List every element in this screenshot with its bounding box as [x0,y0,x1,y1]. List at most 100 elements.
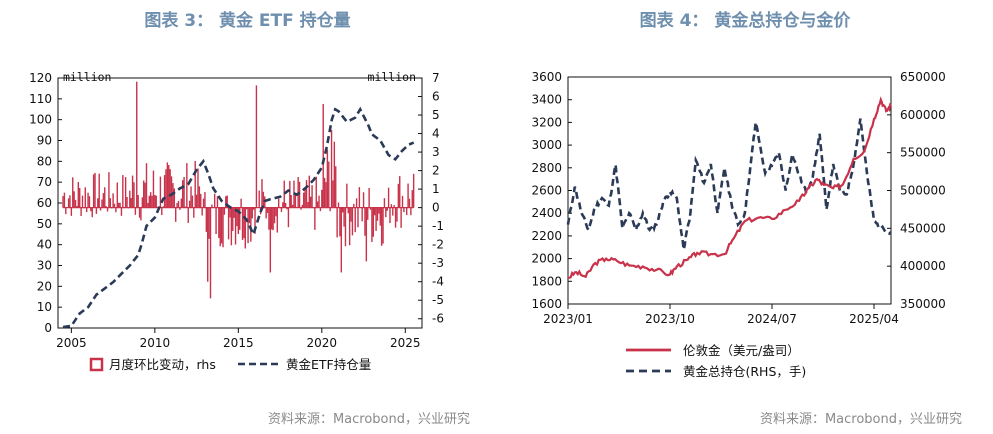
chart1-bar [322,103,324,208]
chart1-bar [216,196,219,208]
chart1-bar [95,207,98,214]
chart1-bar [65,207,67,215]
chart1-bar [268,207,270,230]
chart1-bar [397,183,400,208]
chart1-bar [385,207,387,218]
chart1-bar [252,207,255,210]
chart1-bar [120,207,123,216]
chart1-bar [143,180,145,208]
chart1-bar [289,181,291,208]
chart1-bar [333,141,336,208]
chart1-bar [137,195,139,208]
chart1-bar [207,207,209,282]
chart1-bar [101,199,103,208]
chart1-bar [69,195,71,208]
chart1-bar [348,207,351,246]
figure4-source: 资料来源：Macrobond，兴业研究 [759,412,962,427]
chart1-left-unit: million [63,70,111,84]
chart1-bar [129,190,131,208]
chart1-bar [63,192,66,208]
chart2-axes: 1600 1800 2000 2200 2400 2600 2800 3000 3200 3400… [531,70,945,326]
chart1-bar [183,176,185,208]
chart1-bar [336,207,338,238]
chart2-x-tick-label: 2025/04 [849,312,899,326]
chart2-x-tick-label: 2023/10 [645,312,695,326]
chart1-bar [222,207,224,248]
chart1-bar [248,207,251,224]
chart1-bar [85,207,88,213]
chart2-holdings-line [566,118,892,250]
chart2-left-tick-label: 3400 [531,93,562,107]
figure4-title: 图表 4： 黄金总持仓与金价 [639,11,851,31]
chart1-bar [176,202,178,208]
chart1-bar [179,207,181,210]
figure3-source: 资料来源：Macrobond，兴业研究 [267,412,470,427]
chart1-bar [155,195,157,208]
chart1-bar [261,179,263,208]
chart1-bar [412,173,415,208]
chart1-bar [154,194,156,208]
chart1-bar [375,207,377,231]
chart1-bar [138,207,141,218]
chart1-bar [318,195,320,208]
chart1-bar [316,201,319,208]
chart1-bar [410,207,412,216]
chart2-right-tick-label: 400000 [900,259,946,273]
chart1-bar [282,202,284,208]
chart1-bar [115,207,117,213]
chart1-bar [411,190,413,208]
chart1-left-tick-label: 40 [37,238,52,252]
chart1-bar [165,169,167,208]
chart1-bar [133,182,135,208]
chart1-left-tick-label: 60 [37,196,52,210]
chart1-bar [286,207,288,210]
chart1-bar [355,198,358,208]
chart1-bar [172,183,174,208]
chart1-bar [169,169,171,208]
chart1-bar [126,197,128,208]
chart1-bar [277,198,280,208]
chart1-bar [190,186,192,208]
chart1-bar [234,207,237,245]
chart1-left-tick-label: 70 [37,175,52,189]
chart1-bar [378,207,380,214]
chart1-bar [218,207,220,238]
chart1-right-tick-label: 2 [432,164,440,178]
chart1-right-tick-label: -1 [432,219,444,233]
chart2-left-tick-label: 2600 [531,184,562,198]
chart1-bar [233,207,235,218]
chart1-bar [148,195,150,208]
chart1-bar [102,193,105,208]
chart1-bar [335,166,337,208]
chart1-bar [81,195,84,208]
chart1-right-tick-label: 3 [432,145,440,159]
chart1-bar [273,207,276,224]
chart2-left-tick-label: 2800 [531,161,562,175]
chart1-bar [243,207,245,239]
chart1-bar [226,195,228,208]
chart1-bar [193,207,195,218]
chart1-bar [307,201,309,208]
chart1-bar [329,207,331,212]
chart1-bar [300,207,302,210]
chart1-bar [265,207,267,219]
chart1-left-tick-label: 0 [44,321,52,335]
chart1-bar [362,192,365,208]
chart1-bar [140,207,142,221]
chart1-bar [147,202,149,208]
chart1-bar [394,207,397,228]
chart1-bar [358,187,361,208]
chart1-bar [382,207,384,244]
chart1-bar [215,207,217,235]
chart1-left-tick-label: 50 [37,217,52,231]
chart1-bar [280,207,283,212]
chart1-bar [227,207,230,240]
chart1-bar [326,149,329,208]
chart1-bar [223,207,226,215]
chart1-bar [347,207,349,214]
chart1-bar [276,207,278,233]
chart1-bar [105,206,107,208]
chart1-right-tick-label: 5 [432,108,440,122]
chart1-bar [84,187,86,208]
